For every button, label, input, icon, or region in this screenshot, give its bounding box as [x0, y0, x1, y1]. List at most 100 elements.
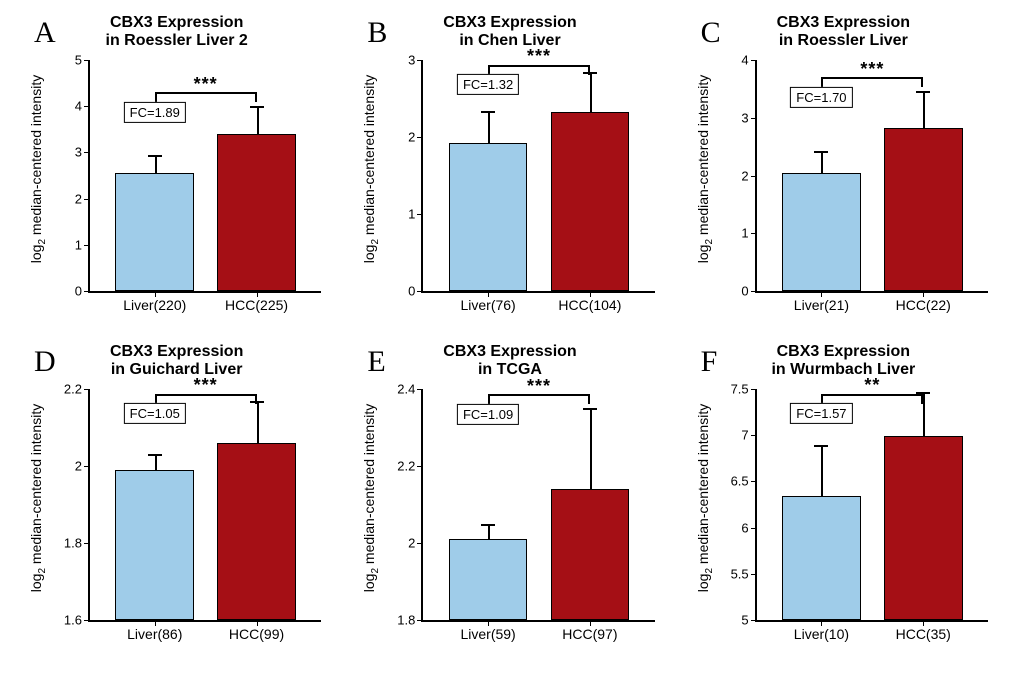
significance-stars: *** [860, 59, 884, 80]
y-tick-label: 1.8 [64, 535, 82, 550]
y-tick-label: 3 [408, 53, 415, 68]
y-tick [84, 620, 90, 621]
y-tick-label: 2.4 [397, 382, 415, 397]
y-tick [84, 199, 90, 200]
fold-change-box: FC=1.57 [790, 403, 852, 424]
y-tick [84, 152, 90, 153]
chart: CBX3 Expressionin TCGA log2 median-center… [349, 337, 670, 658]
y-tick-label: 7.5 [731, 382, 749, 397]
plot-area: 01234Liver(21)HCC(22)***FC=1.70 [755, 60, 988, 293]
y-tick [84, 291, 90, 292]
y-tick-label: 1 [75, 237, 82, 252]
error-cap [148, 454, 162, 456]
error-bar [923, 91, 925, 128]
error-cap [583, 72, 597, 74]
bar-liver [449, 143, 528, 291]
panel-F: FCBX3 Expressionin Wurmbach Liverlog2 me… [683, 337, 1004, 658]
x-tick-label: HCC(99) [229, 626, 284, 642]
y-tick-label: 0 [741, 284, 748, 299]
y-tick [751, 176, 757, 177]
panel-E: ECBX3 Expressionin TCGAlog2 median-cente… [349, 337, 670, 658]
chart: CBX3 Expressionin Guichard Liver log2 med… [16, 337, 337, 658]
chart-title: CBX3 Expressionin Chen Liver [349, 14, 670, 51]
error-cap [250, 401, 264, 403]
significance-stars: *** [194, 375, 218, 396]
y-tick [84, 466, 90, 467]
plot-area: 012345Liver(220)HCC(225)***FC=1.89 [88, 60, 321, 293]
panel-D: DCBX3 Expressionin Guichard Liver log2 me… [16, 337, 337, 658]
y-tick [417, 214, 423, 215]
y-tick [751, 118, 757, 119]
x-tick-label: Liver(220) [123, 297, 186, 313]
bar-hcc [551, 112, 630, 291]
error-cap [814, 151, 828, 153]
error-cap [250, 106, 264, 108]
y-tick-label: 1 [408, 206, 415, 221]
y-tick-label: 1.6 [64, 613, 82, 628]
chart: CBX3 Expressionin Chen Liver log2 median-… [349, 8, 670, 329]
y-axis-label: log2 median-centered intensity [361, 403, 381, 591]
chart-title: CBX3 Expressionin TCGA [349, 343, 670, 380]
y-tick-label: 4 [75, 99, 82, 114]
error-cap [481, 111, 495, 113]
error-bar [590, 408, 592, 489]
y-tick [751, 389, 757, 390]
bar-hcc [884, 436, 963, 620]
panel-grid: ACBX3 Expressionin Roessler Liver 2log2 … [0, 0, 1020, 674]
figure: ACBX3 Expressionin Roessler Liver 2log2 … [0, 0, 1020, 674]
chart: CBX3 Expressionin Wurmbach Liver log2 med… [683, 337, 1004, 658]
error-bar [155, 155, 157, 173]
y-tick [417, 137, 423, 138]
y-tick [417, 291, 423, 292]
y-tick-label: 5 [741, 613, 748, 628]
bar-hcc [551, 489, 630, 620]
y-tick [751, 620, 757, 621]
y-tick [751, 60, 757, 61]
y-tick [751, 574, 757, 575]
y-tick [751, 481, 757, 482]
plot-area: 1.61.822.2Liver(86)HCC(99)***FC=1.05 [88, 389, 321, 622]
x-tick-label: HCC(104) [558, 297, 621, 313]
y-tick-label: 2 [75, 458, 82, 473]
significance-stars: *** [527, 376, 551, 397]
panel-A: ACBX3 Expressionin Roessler Liver 2log2 … [16, 8, 337, 329]
panel-C: CCBX3 Expressionin Roessler Liverlog2 me… [683, 8, 1004, 329]
x-tick-label: Liver(10) [794, 626, 849, 642]
significance-stars: *** [194, 74, 218, 95]
error-bar [821, 151, 823, 173]
y-tick [417, 60, 423, 61]
bar-hcc [217, 443, 296, 620]
y-tick-label: 2.2 [397, 458, 415, 473]
y-axis-label: log2 median-centered intensity [28, 74, 48, 262]
fold-change-box: FC=1.05 [124, 403, 186, 424]
y-tick [84, 106, 90, 107]
y-axis-label: log2 median-centered intensity [695, 403, 715, 591]
plot-area: 55.566.577.5Liver(10)HCC(35)**FC=1.57 [755, 389, 988, 622]
error-bar [257, 401, 259, 443]
x-tick-label: HCC(97) [562, 626, 617, 642]
panel-letter: D [34, 345, 56, 379]
bar-liver [449, 539, 528, 620]
plot-area: 0123Liver(76)HCC(104)***FC=1.32 [421, 60, 654, 293]
x-tick-label: Liver(86) [127, 626, 182, 642]
error-cap [481, 524, 495, 526]
y-tick [417, 389, 423, 390]
y-tick-label: 0 [75, 284, 82, 299]
y-tick [84, 245, 90, 246]
y-axis-label: log2 median-centered intensity [361, 74, 381, 262]
error-bar [821, 445, 823, 496]
chart-title: CBX3 Expressionin Guichard Liver [16, 343, 337, 380]
y-tick-label: 1.8 [397, 613, 415, 628]
y-tick-label: 0 [408, 284, 415, 299]
chart-title: CBX3 Expressionin Wurmbach Liver [683, 343, 1004, 380]
chart: CBX3 Expressionin Roessler Liverlog2 med… [683, 8, 1004, 329]
fold-change-box: FC=1.09 [457, 404, 519, 425]
y-tick-label: 6 [741, 520, 748, 535]
panel-letter: C [701, 16, 721, 50]
y-tick-label: 7 [741, 428, 748, 443]
plot-area: 1.822.22.4Liver(59)HCC(97)***FC=1.09 [421, 389, 654, 622]
y-axis-label: log2 median-centered intensity [28, 403, 48, 591]
y-tick-label: 2 [741, 168, 748, 183]
y-tick-label: 2 [75, 191, 82, 206]
significance-stars: *** [527, 46, 551, 67]
